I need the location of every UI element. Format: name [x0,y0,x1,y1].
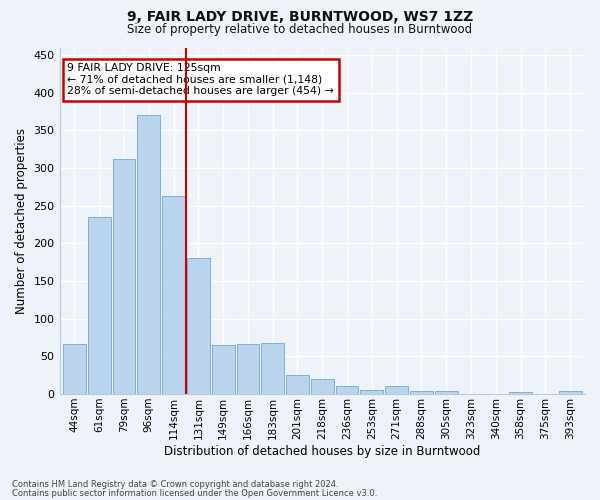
Bar [385,386,408,394]
Bar [435,391,458,394]
Bar [311,379,334,394]
Bar [335,386,358,394]
Bar [236,344,259,394]
Text: Contains HM Land Registry data © Crown copyright and database right 2024.: Contains HM Land Registry data © Crown c… [12,480,338,489]
Bar [162,196,185,394]
Bar [410,391,433,394]
Bar [261,343,284,394]
Text: Size of property relative to detached houses in Burntwood: Size of property relative to detached ho… [127,22,473,36]
Bar [559,391,581,394]
Text: 9 FAIR LADY DRIVE: 125sqm
← 71% of detached houses are smaller (1,148)
28% of se: 9 FAIR LADY DRIVE: 125sqm ← 71% of detac… [67,63,334,96]
Text: Contains public sector information licensed under the Open Government Licence v3: Contains public sector information licen… [12,488,377,498]
Bar [509,392,532,394]
Text: 9, FAIR LADY DRIVE, BURNTWOOD, WS7 1ZZ: 9, FAIR LADY DRIVE, BURNTWOOD, WS7 1ZZ [127,10,473,24]
Bar [286,375,309,394]
Bar [187,258,210,394]
Bar [63,344,86,394]
Bar [212,345,235,394]
Bar [113,159,136,394]
X-axis label: Distribution of detached houses by size in Burntwood: Distribution of detached houses by size … [164,444,481,458]
Bar [88,217,110,394]
Y-axis label: Number of detached properties: Number of detached properties [15,128,28,314]
Bar [137,116,160,394]
Bar [361,390,383,394]
